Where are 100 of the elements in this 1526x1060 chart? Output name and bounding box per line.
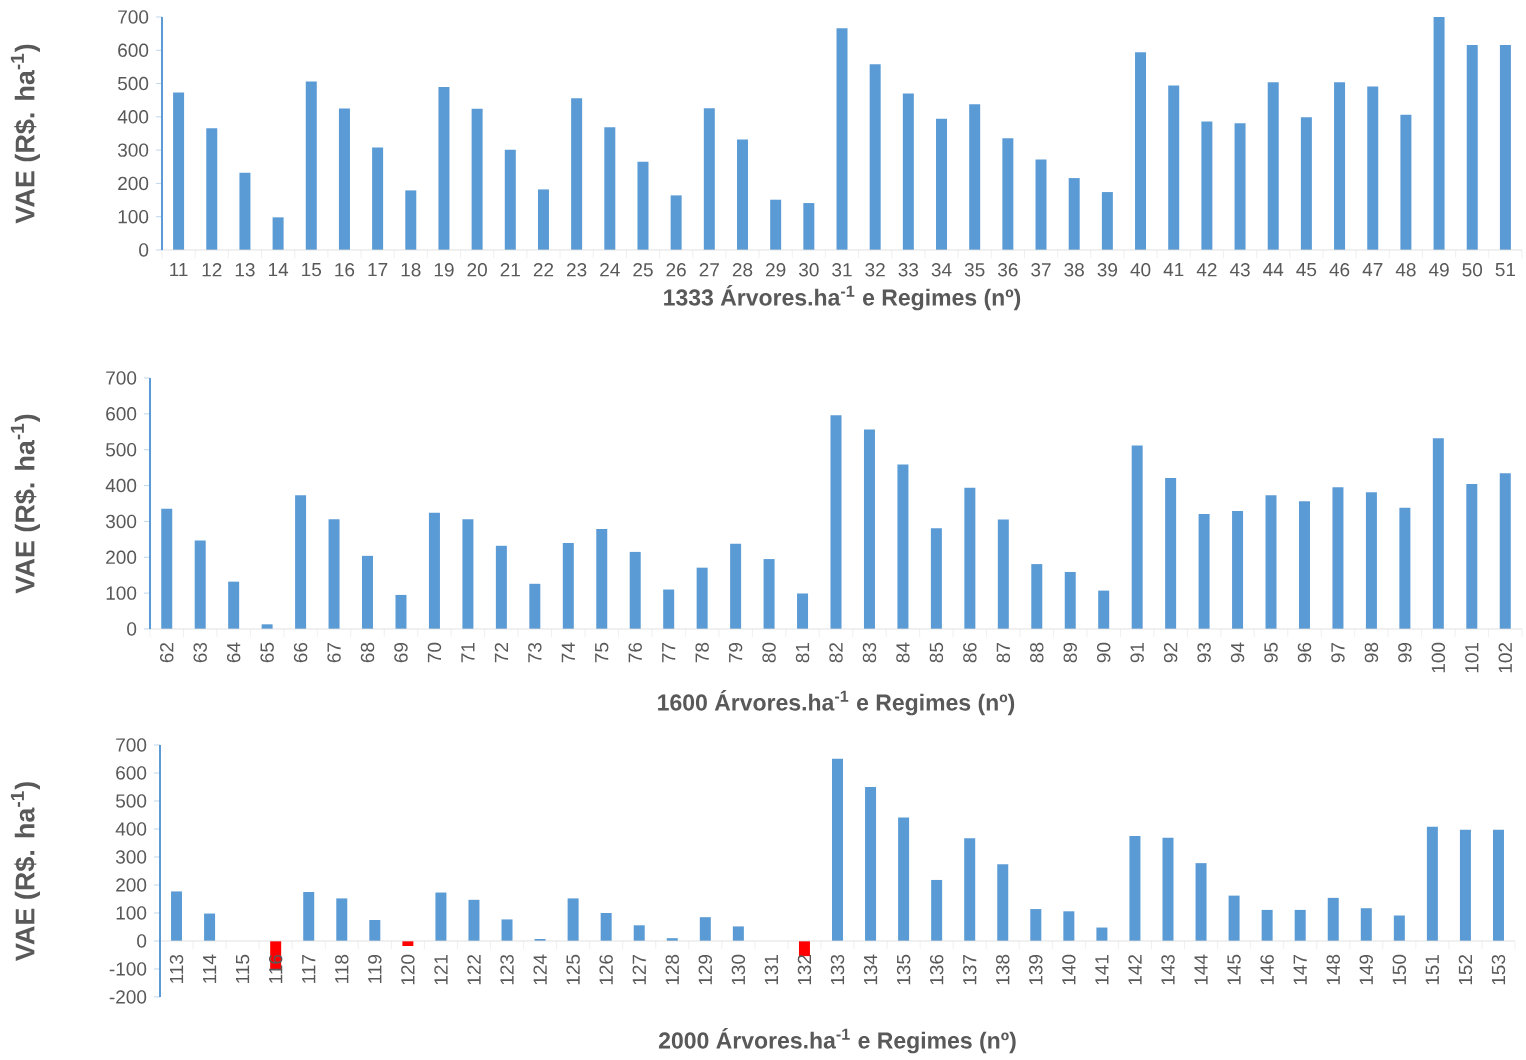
x-tick-label: 79 xyxy=(728,642,743,663)
y-tick-label: 700 xyxy=(106,371,137,385)
x-tick-label: 15 xyxy=(302,263,322,277)
x-tick-label: 13 xyxy=(235,263,255,277)
y-tick-label: 0 xyxy=(139,243,149,257)
x-tick-label: 86 xyxy=(963,642,977,663)
x-tick-label: 31 xyxy=(832,263,852,277)
x-tick-label: 44 xyxy=(1263,263,1284,277)
x-tick-label: 89 xyxy=(1063,642,1077,663)
x-tick-label: 16 xyxy=(335,263,355,277)
x-tick-label: 152 xyxy=(1458,955,1473,985)
x-tick-label: 149 xyxy=(1359,954,1374,985)
x-tick-label: 146 xyxy=(1260,954,1274,985)
x-tick-label: 38 xyxy=(1064,263,1084,277)
x-tick-label: 83 xyxy=(862,642,877,663)
x-tick-label: 34 xyxy=(931,263,952,277)
x-tick-label: 90 xyxy=(1096,642,1111,663)
y-tick-label: 400 xyxy=(105,478,137,493)
x-tick-label: 85 xyxy=(929,642,944,663)
x-tick-label: 123 xyxy=(500,954,514,985)
x-tick-label: 72 xyxy=(494,643,508,663)
x-axis-title: 1600 Árvores.ha$^{-1}$ e Regimes (nº) xyxy=(658,690,1015,716)
x-tick-label: 91 xyxy=(1130,643,1144,663)
x-tick-label: 37 xyxy=(1031,263,1051,277)
x-tick-label: 23 xyxy=(567,263,587,277)
x-tick-label: 71 xyxy=(461,643,475,663)
x-tick-label: 69 xyxy=(394,642,408,663)
x-tick-label: 119 xyxy=(368,954,382,983)
x-tick-label: 133 xyxy=(830,954,845,985)
y-tick-label: 0 xyxy=(137,934,147,948)
x-tick-label: 129 xyxy=(698,954,713,985)
x-tick-label: 14 xyxy=(268,263,289,277)
x-tick-label: 88 xyxy=(1030,642,1044,663)
x-tick-label: 87 xyxy=(996,643,1011,663)
x-tick-label: 115 xyxy=(235,954,250,983)
x-tick-label: 135 xyxy=(896,954,911,985)
x-tick-label: 141 xyxy=(1095,955,1109,985)
x-tick-label: 137 xyxy=(962,955,977,985)
x-tick-label: 42 xyxy=(1196,263,1217,277)
x-tick-label: 63 xyxy=(193,642,207,663)
y-tick-label: 100 xyxy=(118,209,149,224)
x-tick-label: 138 xyxy=(996,954,1010,985)
x-tick-label: 24 xyxy=(600,263,620,277)
x-tick-label: 22 xyxy=(533,263,554,277)
x-tick-label: 20 xyxy=(467,263,487,277)
y-tick-label: 0 xyxy=(127,622,137,636)
x-tick-label: 73 xyxy=(528,642,542,663)
x-tick-label: 148 xyxy=(1326,954,1340,985)
x-tick-label: 96 xyxy=(1297,642,1312,663)
x-tick-label: 75 xyxy=(595,642,609,663)
x-tick-label: 67 xyxy=(327,643,341,663)
x-tick-label: 147 xyxy=(1293,955,1307,985)
x-tick-label: 145 xyxy=(1227,954,1241,985)
x-tick-label: 140 xyxy=(1062,954,1076,985)
x-tick-label: 50 xyxy=(1462,263,1483,277)
x-tick-label: 144 xyxy=(1194,954,1208,985)
x-tick-label: 12 xyxy=(202,263,222,277)
y-tick-label: 200 xyxy=(118,176,149,191)
x-tick-label: 128 xyxy=(665,954,679,985)
x-tick-label: 100 xyxy=(1431,642,1446,673)
y-tick-label: 100 xyxy=(106,586,137,600)
x-tick-label: 132 xyxy=(797,955,812,985)
x-tick-label: 118 xyxy=(335,954,349,983)
y-tick-label: -100 xyxy=(109,962,147,976)
x-tick-label: 113 xyxy=(169,954,184,983)
x-tick-label: 18 xyxy=(401,263,421,277)
y-tick-label: 700 xyxy=(116,738,147,752)
x-tick-label: 21 xyxy=(500,263,520,277)
y-tick-label: 700 xyxy=(118,10,149,24)
x-tick-label: 45 xyxy=(1296,263,1317,277)
x-tick-label: 19 xyxy=(434,263,454,277)
x-tick-label: 11 xyxy=(170,263,188,277)
x-tick-label: 99 xyxy=(1398,642,1412,663)
x-tick-label: 117 xyxy=(302,955,316,983)
x-tick-label: 95 xyxy=(1264,642,1278,663)
x-tick-label: 136 xyxy=(929,954,944,985)
y-tick-label: 600 xyxy=(106,407,137,421)
x-tick-label: 64 xyxy=(226,642,241,663)
x-tick-label: 127 xyxy=(632,955,646,985)
x-axis-title: 2000 Árvores.ha$^{-1}$ e Regimes (nº) xyxy=(658,1028,1016,1054)
x-tick-label: 143 xyxy=(1161,954,1175,985)
y-tick-label: 500 xyxy=(115,794,147,808)
x-tick-label: 98 xyxy=(1364,642,1379,663)
y-axis-title: VAE (R$. ha$^{-1}$) xyxy=(10,414,40,594)
x-tick-label: 130 xyxy=(731,954,746,985)
x-tick-label: 139 xyxy=(1029,954,1043,985)
x-tick-label: 114 xyxy=(203,954,217,983)
y-tick-label: 600 xyxy=(118,43,149,58)
x-tick-label: 150 xyxy=(1392,954,1407,985)
x-tick-label: 62 xyxy=(160,643,174,663)
x-tick-label: 126 xyxy=(599,954,613,985)
x-tick-label: 151 xyxy=(1425,955,1440,985)
x-tick-label: 25 xyxy=(633,263,653,277)
x-tick-label: 28 xyxy=(732,263,753,277)
x-tick-label: 66 xyxy=(293,642,308,663)
x-tick-label: 17 xyxy=(368,263,388,277)
x-tick-label: 68 xyxy=(360,642,375,663)
y-tick-label: 200 xyxy=(106,550,137,565)
x-tick-label: 80 xyxy=(762,642,776,663)
x-tick-label: 134 xyxy=(863,954,878,985)
